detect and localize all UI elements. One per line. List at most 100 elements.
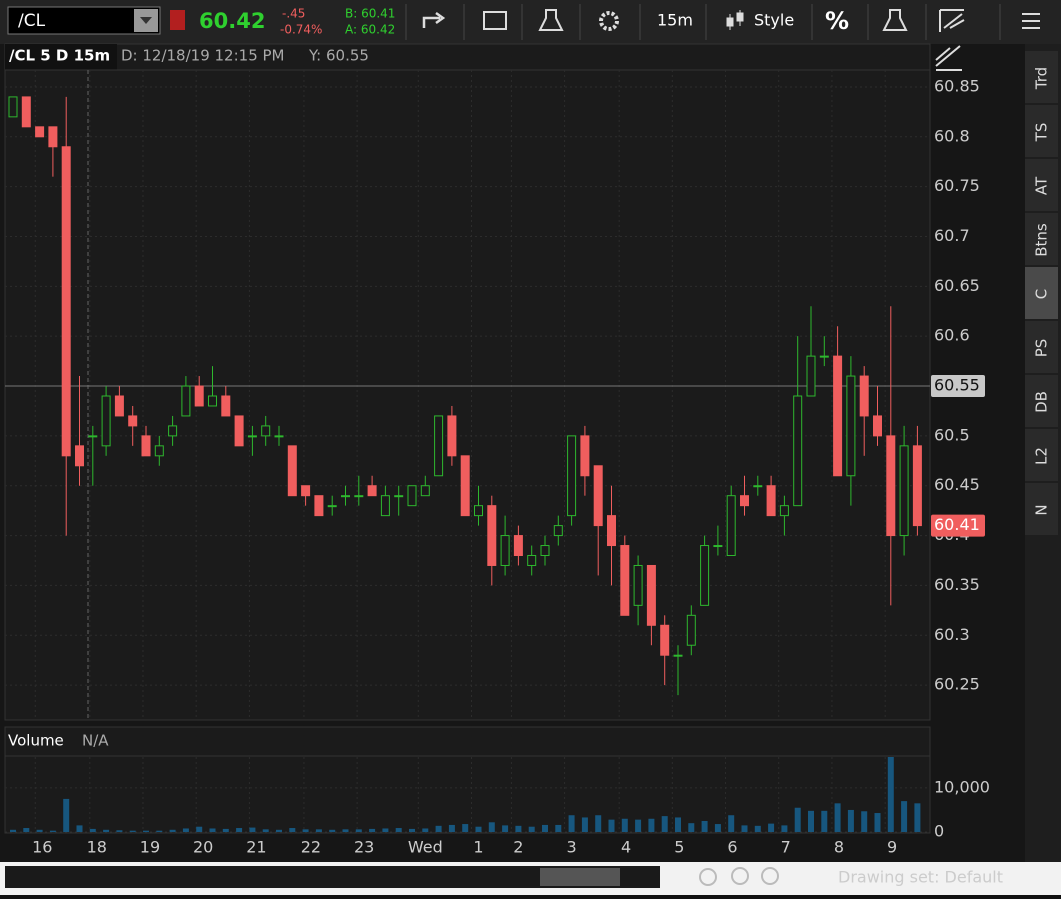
candle-body [607, 515, 616, 547]
sidebar-tab[interactable] [1025, 321, 1058, 373]
candle-body [8, 96, 18, 118]
candle-body [21, 96, 31, 128]
volume-bar [36, 829, 43, 832]
candle-body [700, 545, 710, 606]
x-tick-label: 6 [727, 838, 737, 857]
volume-bar [741, 825, 748, 832]
date-label: D: 12/18/19 12:15 PM [121, 47, 285, 65]
sidebar-tab[interactable] [1025, 429, 1058, 481]
settings-icon[interactable] [599, 11, 619, 31]
change-pct: -0.74% [280, 23, 322, 37]
volume-bar [794, 807, 801, 832]
x-tick-label: 23 [354, 838, 374, 857]
y-tick-label: 60.85 [934, 76, 980, 95]
sidebar-tab-label: C [1033, 289, 1051, 299]
sidebar-tab[interactable] [1025, 213, 1058, 265]
menu-icon[interactable] [1022, 13, 1040, 29]
candle-body [553, 525, 563, 537]
drawing-icon[interactable] [939, 9, 965, 32]
candle-body [181, 385, 191, 417]
volume-bar [395, 828, 402, 832]
last-price: 60.42 [199, 9, 265, 33]
candle-body [88, 435, 98, 438]
volume-tick-label: 10,000 [934, 777, 990, 796]
candle-body [447, 415, 457, 457]
volume-bar [448, 824, 455, 832]
volume-subtitle: N/A [82, 732, 109, 750]
x-tick-label: Wed [408, 838, 443, 857]
share-icon[interactable] [422, 11, 446, 28]
flask-icon[interactable] [882, 9, 908, 31]
candle-body [354, 495, 364, 498]
volume-bar [10, 829, 16, 832]
percent[interactable]: % [825, 7, 849, 35]
alert-icon[interactable] [170, 10, 185, 30]
candle-body [341, 495, 350, 498]
volume-bar [329, 829, 336, 832]
candle-body [274, 435, 284, 438]
candle-body [380, 495, 390, 517]
y-tick-label: 60.3 [934, 625, 970, 644]
volume-bar [621, 818, 628, 832]
x-tick-label: 22 [301, 838, 321, 857]
scrollbar-track[interactable] [5, 866, 660, 888]
volume-bar [169, 829, 176, 832]
x-tick-label: 16 [32, 838, 52, 857]
volume-bar [861, 811, 868, 832]
candle-body [35, 126, 45, 138]
volume-bar [808, 810, 814, 832]
sidebar-tab-label: PS [1033, 339, 1051, 358]
sidebar-tab[interactable] [1025, 483, 1058, 535]
volume-bar [289, 828, 296, 832]
sidebar-tab[interactable] [1025, 267, 1058, 319]
sidebar-tab[interactable] [1025, 105, 1058, 157]
candle-body [367, 485, 377, 497]
volume-bar [555, 824, 562, 832]
volume-bar [262, 829, 269, 832]
candle-body [247, 435, 257, 438]
interval[interactable]: 15m [657, 11, 693, 30]
volume-bar [821, 810, 828, 832]
volume-panel [4, 726, 931, 834]
sidebar-tab-label: N [1033, 504, 1051, 515]
candle-body [513, 535, 523, 557]
volume-bar [435, 825, 442, 832]
studies-icon[interactable] [538, 9, 564, 31]
style-icon[interactable] [726, 10, 744, 30]
candle-body [859, 375, 869, 417]
candle-body [686, 614, 696, 646]
style[interactable]: Style [754, 11, 794, 30]
x-tick-label: 20 [193, 838, 213, 857]
x-tick-label: 18 [87, 838, 107, 857]
y-tick-label: 60.8 [934, 126, 970, 145]
y-tick-label: 60.65 [934, 276, 980, 295]
y-tick-label: 60.25 [934, 675, 980, 694]
candle-body [487, 505, 497, 566]
sidebar-tab-label: DB [1033, 391, 1051, 413]
candle-body [500, 535, 510, 566]
info-icon[interactable] [483, 11, 507, 30]
volume-bar [89, 828, 96, 832]
sidebar-tab[interactable] [1025, 51, 1058, 103]
x-tick-label: 9 [887, 838, 897, 857]
candle-body [806, 355, 816, 397]
volume-bar [874, 813, 881, 832]
x-tick-label: 3 [567, 838, 577, 857]
volume-bar [409, 828, 415, 832]
volume-bar [714, 824, 721, 832]
sidebar-tab[interactable] [1025, 159, 1058, 211]
candle-body [593, 465, 603, 527]
scrollbar-thumb[interactable] [540, 868, 620, 886]
candle-body [793, 395, 803, 507]
x-tick-label: 1 [473, 838, 483, 857]
candle-body [567, 435, 577, 517]
candle-body [740, 495, 749, 507]
volume-bar [382, 828, 389, 832]
axis-drawing-icon[interactable] [935, 45, 962, 71]
sidebar-tab[interactable] [1025, 375, 1058, 427]
volume-bar [675, 817, 681, 832]
x-tick-label: 19 [140, 838, 160, 857]
candle-body [912, 445, 922, 527]
volume-bar [688, 823, 695, 832]
